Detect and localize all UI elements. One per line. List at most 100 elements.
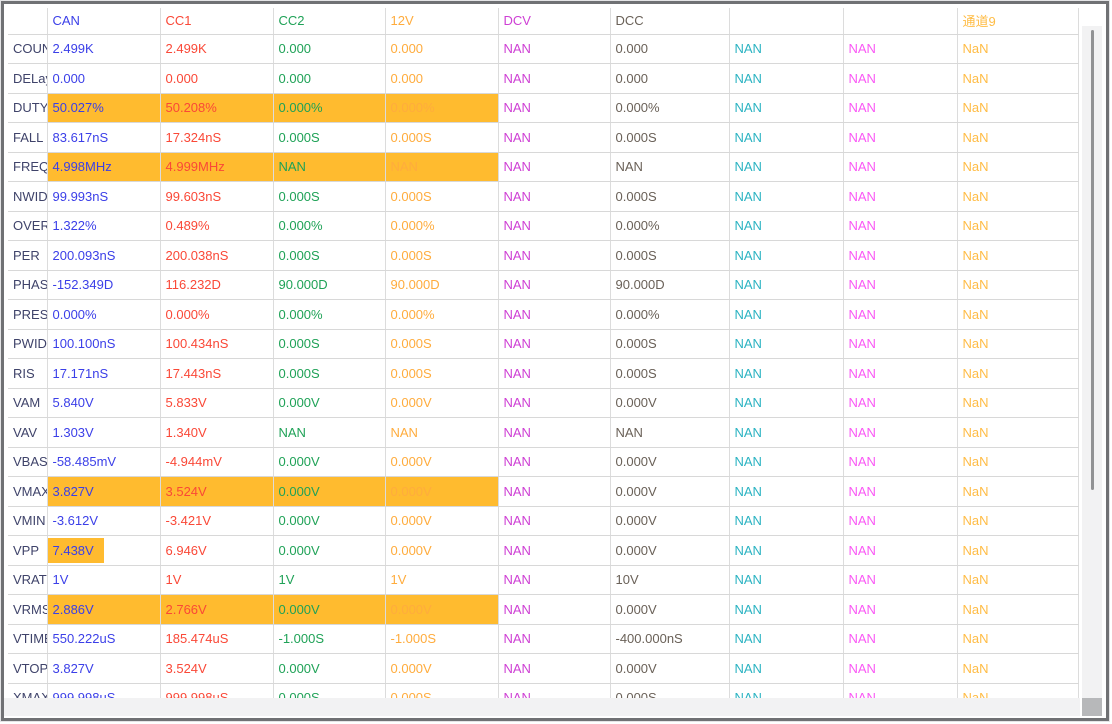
measurement-cell[interactable]: NAN (729, 535, 844, 566)
measurement-cell[interactable]: NAN (729, 211, 844, 241)
measurement-cell[interactable]: -3.612V (47, 506, 161, 536)
measurement-cell[interactable]: NAN (729, 594, 844, 625)
measurement-cell[interactable]: 0.000S (273, 240, 386, 271)
measurement-cell[interactable]: NAN (729, 624, 844, 654)
measurement-cell[interactable]: 0.000 (610, 63, 730, 94)
measurement-cell[interactable]: 0.000V (273, 476, 386, 507)
measurement-cell[interactable]: 1V (47, 565, 161, 595)
measurement-cell[interactable]: NAN (498, 122, 611, 153)
column-header[interactable]: CAN (47, 8, 161, 35)
measurement-cell[interactable]: NAN (498, 594, 611, 625)
measurement-cell[interactable]: 0.000V (273, 447, 386, 477)
measurement-cell[interactable]: 0.000V (385, 447, 499, 477)
measurement-cell[interactable]: NAN (498, 476, 611, 507)
measurement-cell[interactable]: 0.000V (273, 535, 386, 566)
row-label[interactable]: RIS (8, 358, 48, 389)
measurement-cell[interactable]: NAN (498, 447, 611, 477)
measurement-cell[interactable]: 0.000S (610, 329, 730, 359)
measurement-cell[interactable]: 0.000% (160, 299, 274, 330)
row-label[interactable]: PER (8, 240, 48, 271)
horizontal-scrollbar[interactable] (4, 698, 1080, 716)
measurement-cell[interactable]: 0.000V (610, 594, 730, 625)
measurement-cell[interactable]: NAN (843, 417, 958, 448)
measurement-cell[interactable]: NaN (957, 63, 1079, 94)
measurement-cell[interactable]: 0.000V (385, 653, 499, 684)
measurement-cell[interactable]: NAN (729, 417, 844, 448)
measurement-cell[interactable]: 2.499K (160, 34, 274, 64)
measurement-cell[interactable]: NaN (957, 358, 1079, 389)
measurement-cell[interactable]: NAN (273, 417, 386, 448)
measurement-cell[interactable]: NAN (729, 270, 844, 300)
measurement-cell[interactable]: NAN (843, 93, 958, 123)
measurement-cell[interactable]: 0.000V (610, 447, 730, 477)
measurement-cell[interactable]: NAN (498, 211, 611, 241)
measurement-cell[interactable]: NaN (957, 34, 1079, 64)
measurement-cell[interactable]: 0.000S (273, 329, 386, 359)
measurement-cell[interactable]: 0.000S (610, 240, 730, 271)
measurement-cell[interactable]: 0.000V (273, 506, 386, 536)
measurement-cell[interactable]: 5.833V (160, 388, 274, 418)
row-label[interactable]: OVER (8, 211, 48, 241)
row-label[interactable]: VPP (8, 535, 48, 566)
measurement-cell[interactable]: 0.000% (273, 299, 386, 330)
measurement-cell[interactable]: 100.100nS (47, 329, 161, 359)
measurement-cell[interactable]: 0.000V (385, 594, 499, 625)
measurement-cell[interactable]: 0.000S (273, 181, 386, 212)
measurement-cell[interactable]: NAN (729, 63, 844, 94)
measurement-cell[interactable]: 0.000S (610, 181, 730, 212)
measurement-cell[interactable]: NAN (729, 388, 844, 418)
measurement-cell[interactable]: NAN (843, 270, 958, 300)
measurement-cell[interactable]: 2.766V (160, 594, 274, 625)
measurement-cell[interactable]: NaN (957, 476, 1079, 507)
measurement-cell[interactable]: NAN (729, 329, 844, 359)
measurement-cell[interactable]: 7.438V (47, 535, 161, 566)
measurement-cell[interactable]: 0.000V (385, 506, 499, 536)
measurement-cell[interactable]: NAN (498, 388, 611, 418)
measurement-cell[interactable]: NAN (498, 181, 611, 212)
measurement-cell[interactable]: NAN (729, 358, 844, 389)
measurement-cell[interactable]: NaN (957, 152, 1079, 182)
measurement-cell[interactable]: 50.208% (160, 93, 274, 123)
row-label[interactable]: VAM (8, 388, 48, 418)
measurement-cell[interactable]: 0.000 (273, 63, 386, 94)
measurement-cell[interactable]: NaN (957, 270, 1079, 300)
measurement-cell[interactable]: NAN (610, 152, 730, 182)
measurement-cell[interactable]: 0.000S (385, 181, 499, 212)
measurement-cell[interactable]: 100.434nS (160, 329, 274, 359)
measurement-cell[interactable]: 1V (385, 565, 499, 595)
measurement-cell[interactable]: 83.617nS (47, 122, 161, 153)
measurement-cell[interactable]: 1.340V (160, 417, 274, 448)
measurement-cell[interactable]: 0.489% (160, 211, 274, 241)
measurement-cell[interactable]: 0.000 (385, 63, 499, 94)
measurement-cell[interactable]: NaN (957, 506, 1079, 536)
measurement-cell[interactable]: NAN (498, 152, 611, 182)
measurement-cell[interactable]: NaN (957, 447, 1079, 477)
measurement-cell[interactable]: 1V (160, 565, 274, 595)
measurement-cell[interactable]: 0.000V (273, 594, 386, 625)
row-label[interactable]: COUNT (8, 34, 48, 64)
measurement-cell[interactable]: NAN (843, 240, 958, 271)
measurement-cell[interactable]: 0.000% (610, 211, 730, 241)
row-label[interactable]: FREQ (8, 152, 48, 182)
measurement-cell[interactable]: NAN (843, 329, 958, 359)
measurement-cell[interactable]: 0.000% (610, 93, 730, 123)
row-label[interactable]: VRAT (8, 565, 48, 595)
measurement-cell[interactable]: 0.000V (610, 653, 730, 684)
measurement-cell[interactable]: 0.000S (273, 358, 386, 389)
measurement-cell[interactable]: NAN (498, 417, 611, 448)
measurement-cell[interactable]: NAN (843, 447, 958, 477)
vertical-scrollbar[interactable] (1082, 26, 1102, 698)
measurement-cell[interactable]: 6.946V (160, 535, 274, 566)
measurement-cell[interactable]: NaN (957, 594, 1079, 625)
measurement-cell[interactable]: 90.000D (273, 270, 386, 300)
measurement-cell[interactable]: 550.222uS (47, 624, 161, 654)
measurement-cell[interactable]: NaN (957, 240, 1079, 271)
measurement-cell[interactable]: 2.886V (47, 594, 161, 625)
measurement-cell[interactable]: 0.000S (610, 358, 730, 389)
row-label[interactable]: VMIN (8, 506, 48, 536)
measurement-cell[interactable]: NAN (498, 240, 611, 271)
measurement-cell[interactable]: 0.000 (610, 34, 730, 64)
measurement-cell[interactable]: 0.000 (273, 34, 386, 64)
measurement-cell[interactable]: NaN (957, 388, 1079, 418)
measurement-cell[interactable]: NAN (273, 152, 386, 182)
